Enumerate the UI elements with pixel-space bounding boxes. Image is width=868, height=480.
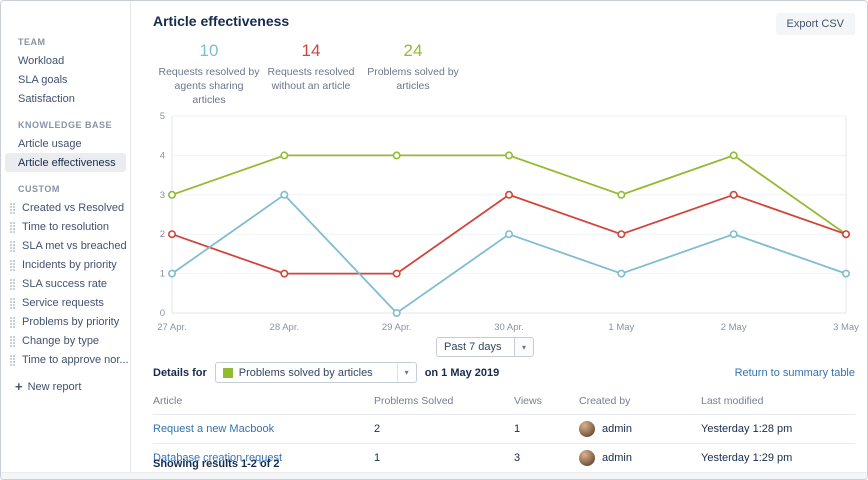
details-row: Details for Problems solved by articles … (153, 362, 855, 383)
return-to-summary-link[interactable]: Return to summary table (734, 366, 855, 379)
svg-text:28 Apr.: 28 Apr. (270, 322, 300, 333)
sidebar-item-service-requests[interactable]: Service requests (1, 293, 130, 312)
stat-label-3: Problems solved by articles (367, 66, 459, 92)
svg-text:2 May: 2 May (721, 322, 747, 333)
stat-value-3: 24 (403, 41, 423, 60)
table-header-row: Article Problems Solved Views Created by… (153, 391, 855, 415)
table-row: Request a new Macbook 2 1 admin Yesterda… (153, 414, 855, 444)
creator-cell: admin (579, 421, 701, 437)
svg-text:30 Apr.: 30 Apr. (494, 322, 524, 333)
sidebar-item-time-to-resolution[interactable]: Time to resolution (1, 217, 130, 236)
creator-cell: admin (579, 450, 701, 466)
svg-text:5: 5 (160, 111, 165, 122)
metric-select-value: Problems solved by articles (238, 366, 373, 379)
sidebar-section-knowledge-base: KNOWLEDGE BASE (18, 120, 113, 130)
main-content: Article effectiveness Export CSV 10 Requ… (131, 1, 867, 479)
new-report-button[interactable]: + New report (15, 379, 82, 394)
stat-value-1: 10 (199, 41, 219, 60)
sidebar-item-satisfaction[interactable]: Satisfaction (18, 92, 75, 105)
sidebar-item-change-by-type[interactable]: Change by type (1, 331, 130, 350)
problems-solved-cell: 2 (374, 414, 514, 444)
page-title: Article effectiveness (153, 13, 290, 29)
drag-handle-icon[interactable] (10, 278, 15, 289)
column-header-last-modified: Last modified (701, 391, 855, 415)
drag-handle-icon[interactable] (10, 335, 15, 346)
problems-solved-cell: 1 (374, 443, 514, 473)
sidebar-section-team: TEAM (18, 37, 46, 47)
sidebar-item-incidents-by-priority[interactable]: Incidents by priority (1, 255, 130, 274)
series-color-swatch (222, 367, 233, 378)
sidebar-section-custom: CUSTOM (18, 184, 60, 194)
table-row: Database creation request 1 3 admin Yest… (153, 443, 855, 473)
results-count: Showing results 1-2 of 2 (153, 458, 280, 470)
stat-requests-resolved-without-article: 14 Requests resolved without an article (260, 41, 362, 107)
svg-text:4: 4 (160, 150, 165, 161)
plus-icon: + (15, 379, 23, 394)
views-cell: 1 (514, 414, 579, 444)
svg-text:2: 2 (160, 229, 165, 240)
window-bottom-edge (1, 472, 867, 479)
last-modified-cell: Yesterday 1:29 pm (701, 443, 855, 473)
svg-text:1: 1 (160, 269, 165, 280)
column-header-problems-solved: Problems Solved (374, 391, 514, 415)
svg-text:0: 0 (160, 308, 165, 319)
drag-handle-icon[interactable] (10, 354, 15, 365)
stat-problems-solved-by-articles: 24 Problems solved by articles (362, 41, 464, 107)
effectiveness-chart[interactable]: 0 1 2 3 4 5 27 Apr. 28 Apr. 29 Apr. 30 Apr. 1 May 2… (131, 109, 867, 337)
stat-label-1: Requests resolved by agents sharing arti… (158, 66, 260, 106)
svg-text:3: 3 (160, 190, 165, 201)
column-header-article: Article (153, 391, 374, 415)
stat-value-2: 14 (301, 41, 321, 60)
sidebar: TEAM Workload SLA goals Satisfaction KNO… (1, 1, 131, 479)
sidebar-item-created-vs-resolved[interactable]: Created vs Resolved (1, 198, 130, 217)
article-link[interactable]: Database creation request (153, 452, 283, 464)
drag-handle-icon[interactable] (10, 240, 15, 251)
details-date-label: on 1 May 2019 (424, 366, 500, 379)
details-for-label: Details for (153, 366, 207, 379)
sidebar-item-sla-goals[interactable]: SLA goals (18, 73, 68, 86)
export-csv-button[interactable]: Export CSV (775, 13, 855, 35)
main-header: Article effectiveness Export CSV (131, 1, 867, 41)
sidebar-item-sla-success-rate[interactable]: SLA success rate (1, 274, 130, 293)
article-link[interactable]: Request a new Macbook (153, 423, 275, 435)
sidebar-item-sla-met-vs-breached[interactable]: SLA met vs breached (1, 236, 130, 255)
sidebar-item-article-usage[interactable]: Article usage (18, 137, 82, 150)
drag-handle-icon[interactable] (10, 297, 15, 308)
avatar (579, 421, 595, 437)
stats-row: 10 Requests resolved by agents sharing a… (158, 41, 464, 107)
sidebar-item-workload[interactable]: Workload (18, 54, 65, 67)
period-select[interactable]: Past 7 days ▾ (436, 337, 534, 357)
svg-text:3 May: 3 May (833, 322, 859, 333)
drag-handle-icon[interactable] (10, 221, 15, 232)
svg-text:29 Apr.: 29 Apr. (382, 322, 412, 333)
column-header-views: Views (514, 391, 579, 415)
details-table: Article Problems Solved Views Created by… (153, 391, 855, 473)
drag-handle-icon[interactable] (10, 202, 15, 213)
drag-handle-icon[interactable] (10, 259, 15, 270)
views-cell: 3 (514, 443, 579, 473)
metric-select[interactable]: Problems solved by articles ▾ (214, 362, 417, 383)
period-select-value[interactable]: Past 7 days (436, 337, 515, 357)
svg-text:1 May: 1 May (608, 322, 634, 333)
last-modified-cell: Yesterday 1:28 pm (701, 414, 855, 444)
sidebar-item-time-to-approve[interactable]: Time to approve nor... (1, 350, 130, 369)
chevron-down-icon[interactable]: ▾ (396, 363, 416, 382)
avatar (579, 450, 595, 466)
drag-handle-icon[interactable] (10, 316, 15, 327)
sidebar-item-problems-by-priority[interactable]: Problems by priority (1, 312, 130, 331)
sidebar-item-article-effectiveness[interactable]: Article effectiveness (5, 153, 126, 172)
chevron-down-icon[interactable]: ▾ (515, 337, 534, 357)
stat-requests-resolved-with-articles: 10 Requests resolved by agents sharing a… (158, 41, 260, 107)
svg-text:27 Apr.: 27 Apr. (157, 322, 187, 333)
stat-label-2: Requests resolved without an article (267, 66, 355, 92)
column-header-created-by: Created by (579, 391, 701, 415)
